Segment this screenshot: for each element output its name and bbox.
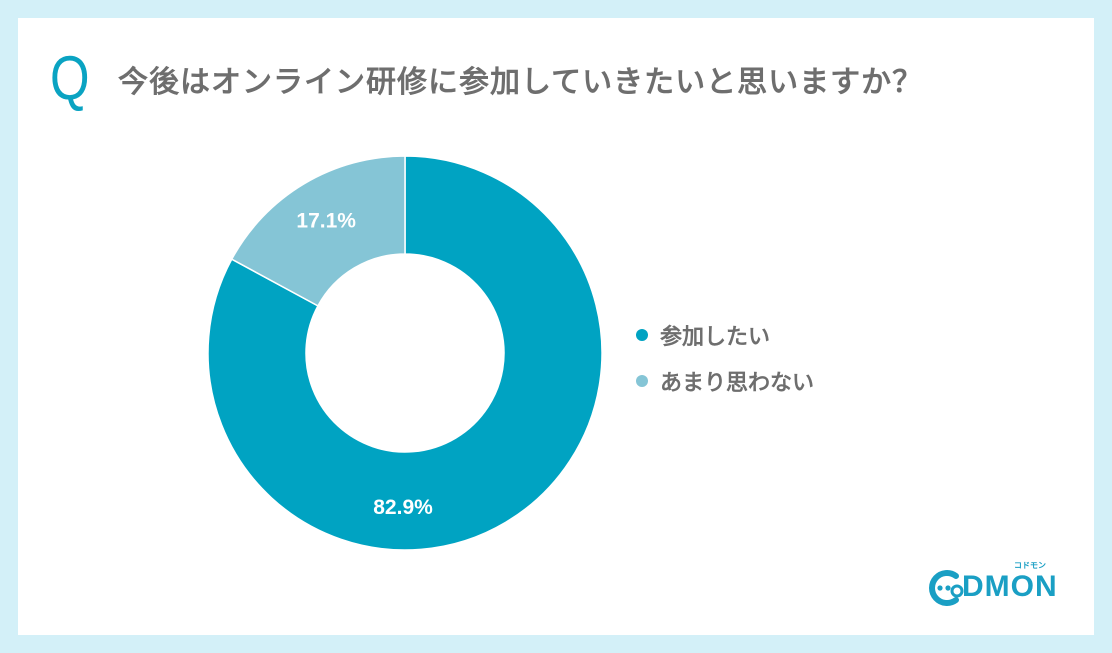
legend-item-not-really: あまり思わない xyxy=(636,358,814,404)
legend-label: あまり思わない xyxy=(660,371,815,396)
donut-slice-0 xyxy=(207,155,603,551)
legend-label: 参加したい xyxy=(660,325,771,350)
slice-label-participate: 82.9% xyxy=(373,496,433,519)
logo-subtext: コドモン xyxy=(1014,561,1046,570)
legend-item-participate: 参加したい xyxy=(636,312,814,358)
donut-slice-1 xyxy=(230,155,406,307)
chart-title: 今後はオンライン研修に参加していきたいと思いますか？ xyxy=(118,65,924,100)
question-mark-icon: Q xyxy=(50,44,90,113)
legend-dot-icon xyxy=(636,375,648,387)
legend-dot-icon xyxy=(636,329,648,341)
chart-legend: 参加したい あまり思わない xyxy=(636,312,814,404)
codmon-logo: コドモン DMON xyxy=(926,561,1066,612)
logo-text: DMON xyxy=(962,570,1058,603)
slice-label-not-really: 17.1% xyxy=(296,210,356,233)
logo-face-icon xyxy=(929,570,964,606)
